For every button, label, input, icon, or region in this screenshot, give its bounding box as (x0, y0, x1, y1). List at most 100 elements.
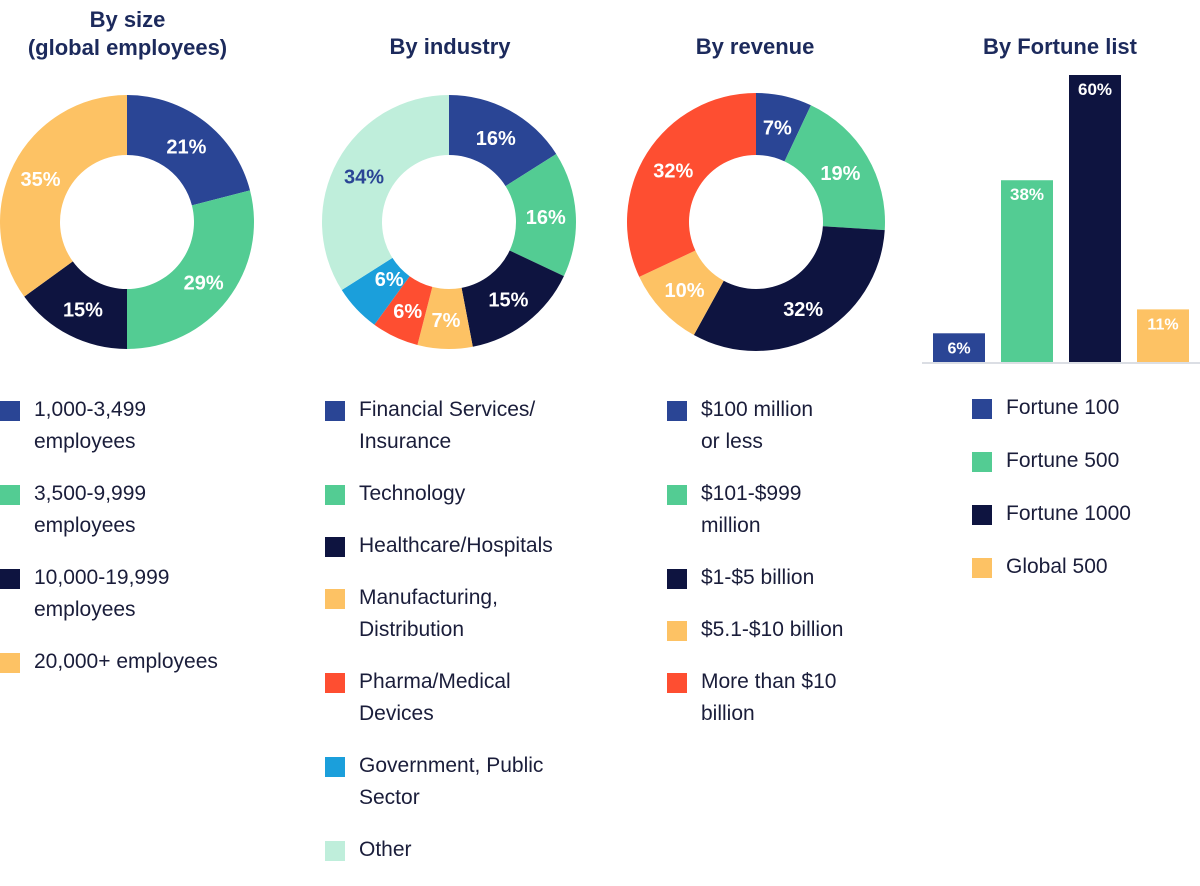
legend-swatch (972, 505, 992, 525)
industry-slice-1 (505, 153, 576, 277)
charts-canvas: 21% 29% 15% 35% 16% 16% 15% 7% 6% 6% 34% 7% 19% 32% 10… (0, 75, 1200, 364)
legend-label: $5.1-$10 billion (701, 618, 844, 641)
legend-label: More than $10 billion (701, 670, 837, 725)
fortune-bar-2 (1069, 75, 1121, 362)
legend-item-revenue-0: $100 million or less (667, 394, 907, 458)
legend-item-size-1: 3,500-9,999 employees (0, 478, 290, 542)
legend-item-size-3: 20,000+ employees (0, 646, 290, 678)
legend-item-industry-0: Financial Services/ Insurance (325, 394, 615, 458)
revenue-slice-3 (639, 250, 724, 336)
legend-item-industry-5: Government, Public Sector (325, 750, 615, 814)
legend-item-size-2: 10,000-19,999 employees (0, 562, 290, 626)
legend-swatch (325, 485, 345, 505)
size-slice-label-2: 15% (63, 299, 103, 321)
legend-swatch (0, 569, 20, 589)
legend-fortune: Fortune 100 Fortune 500 Fortune 1000 Global… (972, 392, 1192, 604)
industry-slice-label-2: 15% (488, 290, 528, 312)
legend-label: Other (359, 838, 412, 861)
revenue-slice-label-3: 10% (665, 280, 705, 302)
fortune-bar-3 (1137, 309, 1189, 362)
legend-swatch (325, 757, 345, 777)
industry-slice-label-1: 16% (526, 207, 566, 229)
legend-label: Global 500 (1006, 555, 1108, 578)
size-slice-0 (127, 95, 251, 206)
legend-item-industry-4: Pharma/Medical Devices (325, 666, 615, 730)
industry-slice-label-6: 34% (344, 166, 384, 188)
legend-industry: Financial Services/ Insurance Technology H… (325, 394, 615, 886)
legend-swatch (0, 485, 20, 505)
size-slice-2 (24, 261, 128, 349)
legend-swatch (667, 569, 687, 589)
size-slice-1 (127, 190, 254, 349)
industry-slice-2 (461, 250, 564, 347)
legend-swatch (325, 841, 345, 861)
title-industry: By industry (389, 34, 511, 59)
revenue-slice-4 (627, 93, 756, 277)
revenue-slice-2 (693, 226, 885, 351)
size-slice-label-3: 35% (21, 169, 61, 191)
legend-swatch (325, 589, 345, 609)
title-revenue: By revenue (695, 34, 815, 59)
legend-swatch (667, 673, 687, 693)
legend-label: Manufacturing, Distribution (359, 586, 498, 641)
legend-revenue: $100 million or less $101-$999 million $1-… (667, 394, 907, 750)
revenue-slice-label-0: 7% (763, 117, 792, 139)
legend-label: Government, Public Sector (359, 754, 544, 809)
industry-slice-label-5: 6% (375, 269, 404, 291)
fortune-bar-1 (1001, 180, 1053, 362)
fortune-bar-label-1: 38% (1010, 185, 1044, 204)
industry-slice-label-3: 7% (432, 310, 461, 332)
legend-item-revenue-1: $101-$999 million (667, 478, 907, 542)
legend-swatch (972, 452, 992, 472)
legend-label: $100 million or less (701, 398, 814, 453)
legend-label: 10,000-19,999 employees (34, 566, 170, 621)
legend-swatch (667, 401, 687, 421)
size-slice-3 (0, 95, 127, 297)
legend-swatch (0, 401, 20, 421)
legend-label: $101-$999 million (701, 482, 802, 537)
legend-item-revenue-2: $1-$5 billion (667, 562, 907, 594)
legend-label: Fortune 500 (1006, 449, 1120, 472)
industry-slice-0 (449, 95, 557, 187)
revenue-slice-label-4: 32% (653, 160, 693, 182)
legend-swatch (972, 399, 992, 419)
legend-item-revenue-3: $5.1-$10 billion (667, 614, 907, 646)
legend-swatch (972, 558, 992, 578)
legend-swatch (0, 653, 20, 673)
legend-item-fortune-2: Fortune 1000 (972, 498, 1192, 530)
legend-size: 1,000-3,499 employees 3,500-9,999 employe… (0, 394, 290, 698)
legend-label: Fortune 1000 (1006, 502, 1131, 525)
revenue-slice-label-2: 32% (783, 299, 823, 321)
legend-label: Technology (359, 482, 466, 505)
industry-slice-label-4: 6% (393, 301, 422, 323)
legend-label: 20,000+ employees (34, 650, 218, 673)
legend-item-size-0: 1,000-3,499 employees (0, 394, 290, 458)
legend-swatch (667, 485, 687, 505)
legend-item-fortune-3: Global 500 (972, 551, 1192, 583)
legend-label: Financial Services/ Insurance (359, 398, 536, 453)
legend-item-revenue-4: More than $10 billion (667, 666, 907, 730)
fortune-bar-label-3: 11% (1147, 316, 1178, 333)
fortune-bar-label-0: 6% (947, 340, 970, 357)
fortune-bar-label-2: 60% (1078, 80, 1112, 99)
legend-item-fortune-1: Fortune 500 (972, 445, 1192, 477)
legend-swatch (325, 673, 345, 693)
size-slice-label-0: 21% (166, 136, 206, 158)
legend-label: Healthcare/Hospitals (359, 534, 553, 557)
revenue-slice-label-1: 19% (820, 163, 860, 185)
revenue-slice-1 (784, 105, 885, 231)
legend-item-industry-1: Technology (325, 478, 615, 510)
legend-item-industry-2: Healthcare/Hospitals (325, 530, 615, 562)
legend-item-fortune-0: Fortune 100 (972, 392, 1192, 424)
legend-swatch (325, 537, 345, 557)
title-fortune: By Fortune list (982, 34, 1137, 59)
industry-slice-3 (417, 286, 473, 349)
legend-item-industry-3: Manufacturing, Distribution (325, 582, 615, 646)
legend-label: 1,000-3,499 employees (34, 398, 147, 453)
size-slice-label-1: 29% (184, 272, 224, 294)
industry-slice-5 (341, 257, 410, 325)
legend-swatch (667, 621, 687, 641)
industry-slice-4 (374, 276, 433, 346)
legend-swatch (325, 401, 345, 421)
legend-label: 3,500-9,999 employees (34, 482, 147, 537)
